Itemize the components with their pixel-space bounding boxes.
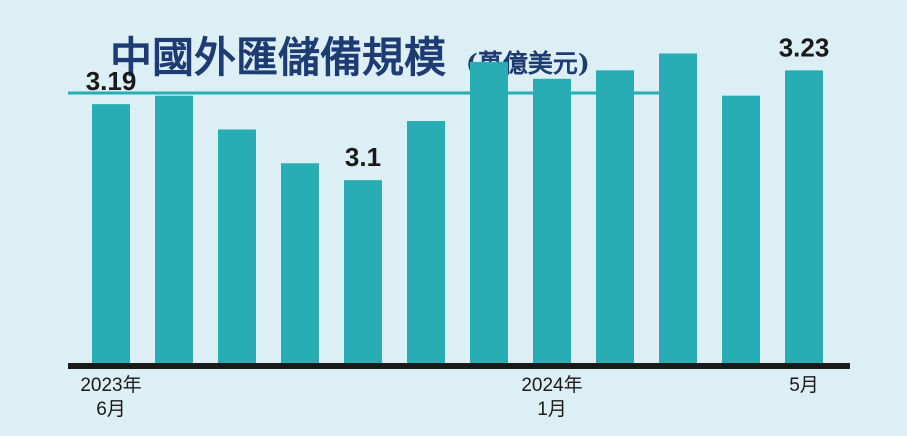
bars-group xyxy=(92,53,823,367)
bar-2023-09 xyxy=(281,163,319,366)
x-tick-label: 6月 xyxy=(96,399,126,420)
bar-2023-10 xyxy=(344,180,382,366)
chart-title: 中國外匯儲備規模 xyxy=(110,33,446,82)
bar-2023-11 xyxy=(407,121,445,367)
bar-2023-08 xyxy=(218,129,256,366)
data-labels-group: 3.19 3.1 3.23 xyxy=(86,32,830,172)
bar-2023-07 xyxy=(155,95,193,367)
data-label: 3.1 xyxy=(345,142,381,172)
x-tick-label: 1月 xyxy=(537,399,567,420)
bar-2024-02 xyxy=(596,70,634,366)
bar-2024-04 xyxy=(722,95,760,367)
x-tick-label: 5月 xyxy=(789,375,819,396)
bar-2024-05 xyxy=(785,70,823,366)
bar-2024-03 xyxy=(659,53,697,367)
x-tick-labels-group: 2023年 6月 2024年 1月 5月 xyxy=(80,374,818,420)
bar-2023-12 xyxy=(470,61,508,366)
x-tick-label: 2023年 xyxy=(80,374,141,396)
bar-2023-06 xyxy=(92,104,130,366)
x-tick-label: 2024年 xyxy=(521,374,582,396)
data-label: 3.23 xyxy=(779,32,830,62)
data-label: 3.19 xyxy=(86,66,137,96)
bar-2024-01 xyxy=(533,78,571,366)
